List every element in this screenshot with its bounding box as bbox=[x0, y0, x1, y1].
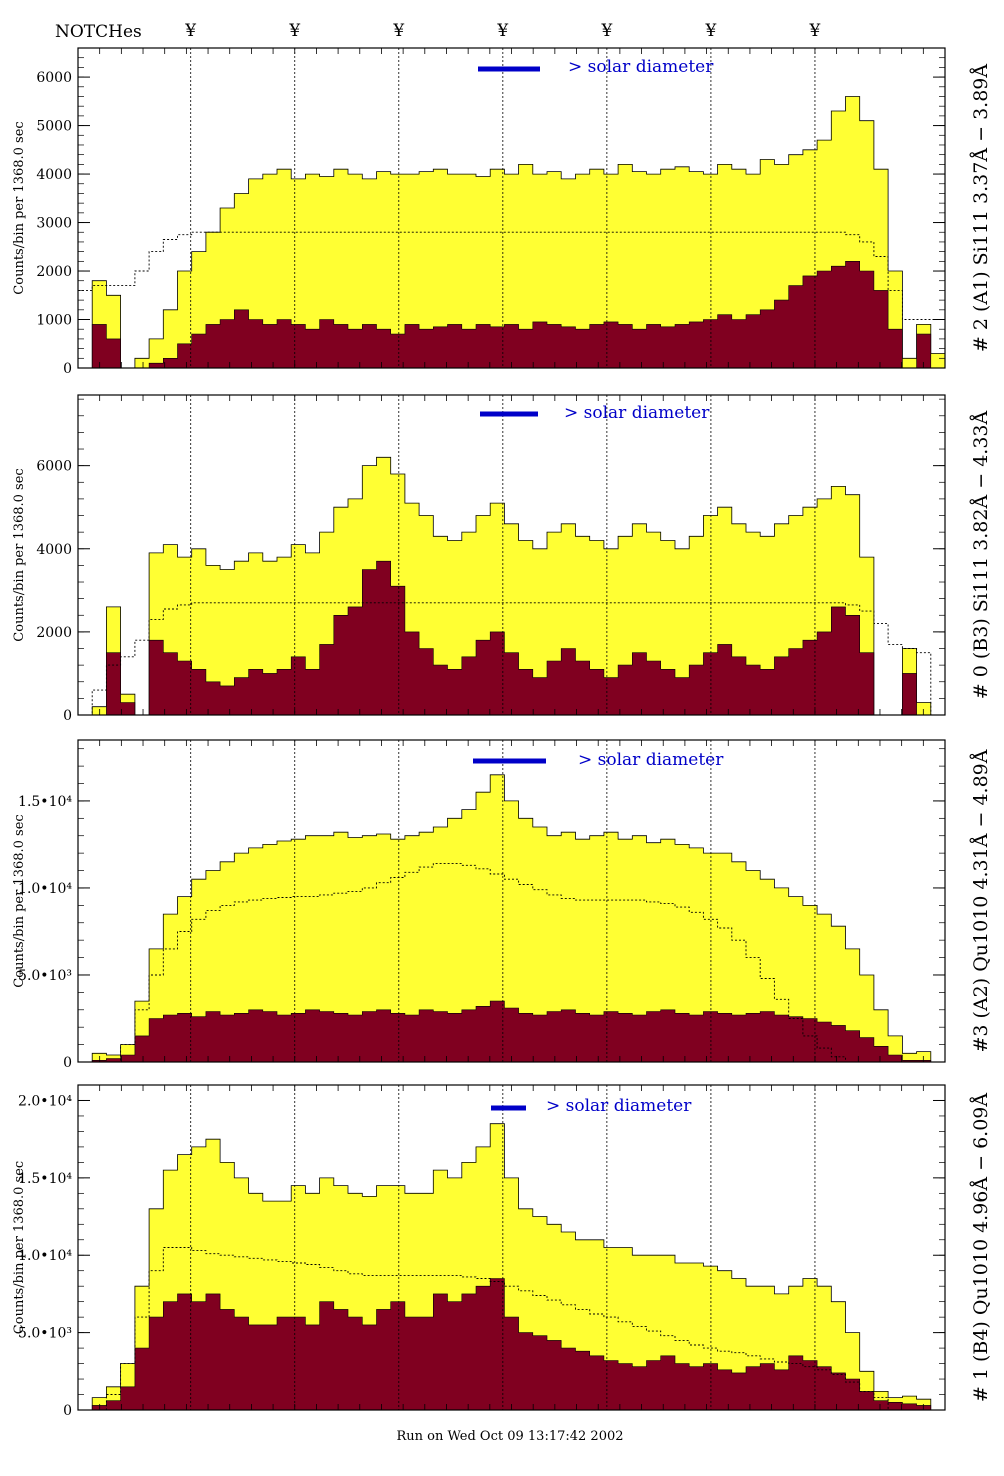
y-tick-label: 2000 bbox=[36, 264, 72, 280]
expected-curve bbox=[78, 602, 945, 716]
expected-curve bbox=[78, 863, 945, 1063]
y-tick-label: 5000 bbox=[36, 119, 72, 135]
y-tick-label: 0 bbox=[63, 1055, 72, 1071]
y-tick-label: 2000 bbox=[36, 625, 72, 641]
expected-curve bbox=[78, 1247, 945, 1411]
notch-markers: ¥ ¥ ¥ ¥ ¥ ¥ ¥ bbox=[184, 21, 820, 41]
y-axis-label: Counts/bin per 1368.0 sec bbox=[12, 814, 27, 987]
y-tick-label: 4000 bbox=[36, 167, 72, 183]
notch-marker-7: ¥ bbox=[809, 21, 821, 41]
notch-marker-6: ¥ bbox=[704, 21, 716, 41]
y-tick-label: 1.0•10⁴ bbox=[18, 881, 72, 897]
y-tick-label: 1.5•10⁴ bbox=[18, 1171, 72, 1187]
panel-label: # 2 (A1) Si111 3.37Å − 3.89Å bbox=[970, 64, 992, 352]
solar-diameter-label: > solar diameter bbox=[546, 1096, 692, 1116]
expected-curve bbox=[78, 231, 945, 320]
panel-1: 0 1000 2000 3000 4000 5000 6000 Counts/bin per … bbox=[12, 47, 992, 377]
y-tick-label: 0 bbox=[63, 1403, 72, 1419]
y-tick-label: 1.5•10⁴ bbox=[18, 794, 72, 810]
y-tick-label: 6000 bbox=[36, 70, 72, 86]
panel-3: 0 5.0•10³ 1.0•10⁴ 1.5•10⁴ Counts/bin per 136… bbox=[12, 739, 992, 1071]
notch-marker-2: ¥ bbox=[288, 21, 300, 41]
run-timestamp: Run on Wed Oct 09 13:17:42 2002 bbox=[396, 1429, 623, 1444]
panel-label: # 0 (B3) Si111 3.82Å − 4.33Å bbox=[970, 410, 992, 699]
notch-marker-1: ¥ bbox=[184, 21, 196, 41]
panel-label: #3 (A2) Qu1010 4.31Å − 4.89Å bbox=[970, 749, 992, 1052]
y-tick-label: 2.0•10⁴ bbox=[18, 1093, 72, 1109]
notch-marker-4: ¥ bbox=[496, 21, 508, 41]
y-tick-label: 5.0•10³ bbox=[18, 968, 72, 984]
solar-diameter-label: > solar diameter bbox=[568, 57, 714, 77]
y-tick-label: 0 bbox=[63, 361, 72, 377]
notch-marker-3: ¥ bbox=[392, 21, 404, 41]
panel-2: 0 2000 4000 6000 Counts/bin per 1368.0 sec # … bbox=[12, 394, 992, 724]
y-tick-label: 1000 bbox=[36, 313, 72, 329]
panels: 0 1000 2000 3000 4000 5000 6000 Counts/bin per … bbox=[12, 47, 992, 1419]
y-tick-label: 6000 bbox=[36, 459, 72, 475]
panel-label: # 1 (B4) Qu1010 4.96Å − 6.09Å bbox=[970, 1093, 992, 1403]
y-tick-label: 3000 bbox=[36, 216, 72, 232]
notch-marker-5: ¥ bbox=[600, 21, 612, 41]
y-tick-label: 4000 bbox=[36, 542, 72, 558]
total-histogram bbox=[78, 774, 945, 1063]
notches-label: NOTCHes bbox=[55, 22, 142, 42]
solar-diameter-label: > solar diameter bbox=[564, 403, 710, 423]
y-tick-label: 5.0•10³ bbox=[18, 1326, 72, 1342]
y-axis-label: Counts/bin per 1368.0 sec bbox=[12, 121, 27, 294]
y-tick-label: 1.0•10⁴ bbox=[18, 1248, 72, 1264]
panel-4: 0 5.0•10³ 1.0•10⁴ 1.5•10⁴ 2.0•10⁴ Counts/bin … bbox=[12, 1084, 992, 1419]
y-tick-label: 0 bbox=[63, 708, 72, 724]
y-axis-label: Counts/bin per 1368.0 sec bbox=[12, 1161, 27, 1334]
solar-diameter-label: > solar diameter bbox=[578, 750, 724, 770]
y-axis-label: Counts/bin per 1368.0 sec bbox=[12, 468, 27, 641]
